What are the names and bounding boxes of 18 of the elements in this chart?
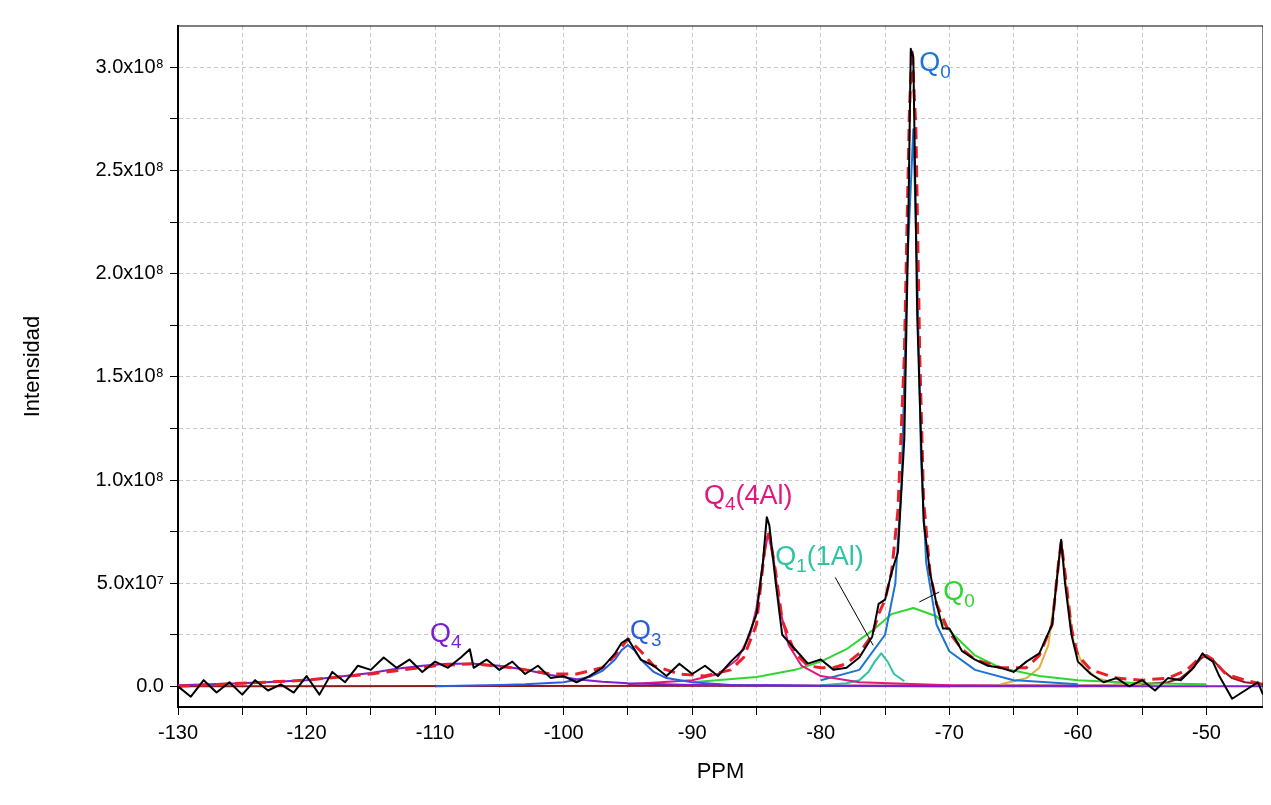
x-axis-title: PPM [696,757,745,783]
y-tick-label: 1.0x10⁸ [95,467,164,490]
x-tick-label: -70 [934,720,964,743]
y-tick-label: 5.0x10⁷ [96,570,164,593]
y-tick-label: 2.5x10⁸ [95,157,164,180]
x-tick-label: -80 [806,720,836,743]
y-axis-title: Intensidad [19,315,45,418]
x-tick-label: -100 [543,720,584,743]
x-tick-label: -60 [1063,720,1093,743]
x-tick-label: -50 [1191,720,1221,743]
y-tick-label: 1.5x10⁸ [95,364,164,387]
x-tick-label: -130 [157,720,199,743]
x-tick-label: -90 [677,720,707,743]
y-tick-label: 2.0x10⁸ [95,261,164,284]
x-tick-label: -110 [415,720,455,743]
x-tick-label: -120 [286,720,327,743]
y-tick-label: 0.0 [136,673,164,696]
y-tick-label: 3.0x10⁸ [95,54,164,77]
